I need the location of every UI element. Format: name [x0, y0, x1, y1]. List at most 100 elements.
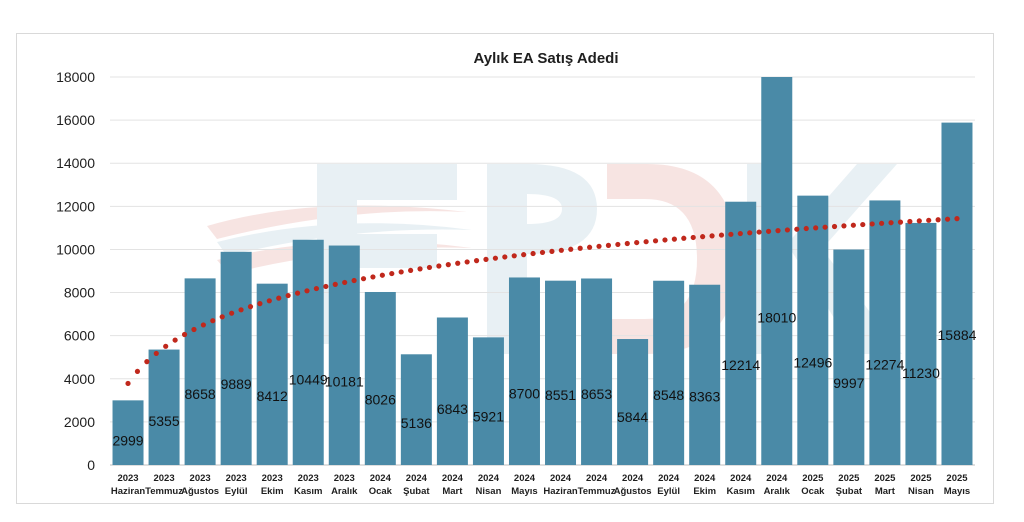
trend-dot	[860, 221, 866, 228]
trend-dot	[775, 228, 781, 234]
trend-dot	[765, 228, 772, 234]
trend-dot	[690, 234, 696, 241]
trend-dot	[737, 230, 743, 237]
trend-dot	[935, 217, 941, 223]
trend-dot	[408, 267, 414, 274]
x-tick-year: 2023	[226, 473, 247, 484]
trend-dot	[191, 326, 197, 333]
data-label: 5355	[148, 413, 179, 429]
data-label: 10449	[289, 371, 328, 387]
x-tick-year: 2024	[586, 473, 608, 484]
trend-dot	[643, 239, 649, 245]
gridlines	[110, 76, 975, 466]
y-tick-label: 12000	[56, 198, 95, 214]
data-label: 9997	[833, 375, 864, 391]
y-tick-label: 8000	[64, 285, 95, 301]
trend-dot	[247, 304, 254, 310]
trend-dot	[879, 220, 885, 226]
trend-dot	[276, 295, 282, 301]
x-tick-month: Eylül	[225, 486, 248, 497]
trend-dot	[803, 225, 809, 232]
x-tick-month: Ağustos	[181, 486, 219, 497]
bar	[869, 200, 901, 465]
bars	[112, 77, 973, 465]
trend-dot	[200, 322, 206, 328]
trend-dot	[709, 233, 715, 239]
trend-dot	[332, 281, 338, 287]
trend-dot	[831, 223, 838, 230]
trend-dot	[323, 283, 329, 290]
data-label: 2999	[112, 432, 143, 448]
trend-dot	[586, 244, 593, 250]
bar	[797, 195, 829, 465]
bar	[761, 77, 793, 465]
x-tick-month: Nisan	[908, 486, 934, 497]
x-tick-month: Temmuz	[145, 486, 183, 497]
trend-dot	[558, 247, 564, 253]
trend-dot	[294, 290, 301, 296]
trend-dot	[502, 254, 508, 260]
bar	[220, 251, 252, 465]
trend-dot	[389, 270, 395, 277]
data-label: 5921	[473, 409, 504, 425]
trend-dot	[455, 260, 461, 266]
x-tick-month: Ocak	[801, 486, 825, 497]
trend-dot	[426, 264, 433, 271]
bar	[364, 291, 396, 465]
trend-dot	[568, 246, 574, 252]
trend-dot	[257, 301, 263, 307]
trend-dot	[379, 272, 385, 278]
trend-dot	[747, 230, 753, 236]
trend-dot	[841, 223, 847, 229]
trend-dot	[464, 259, 470, 265]
data-label: 9889	[221, 376, 252, 392]
data-label: 6843	[437, 401, 468, 417]
trend-dot	[398, 269, 404, 275]
trend-dot	[417, 266, 423, 272]
y-tick-label: 6000	[64, 328, 95, 344]
trend-dot	[926, 217, 932, 223]
data-label: 8026	[365, 391, 396, 407]
x-tick-year: 2025	[802, 473, 824, 484]
trend-dot	[662, 237, 668, 243]
trend-dot	[681, 235, 687, 241]
x-tick-month: Ekim	[261, 486, 284, 497]
bar	[905, 222, 937, 465]
bar	[653, 280, 685, 465]
bar	[941, 122, 973, 465]
bar	[617, 339, 649, 465]
bar	[148, 349, 180, 465]
x-tick-month: Ocak	[369, 486, 393, 497]
bar	[545, 280, 577, 465]
x-tick-year: 2024	[766, 473, 788, 484]
data-label: 12214	[721, 357, 760, 373]
trend-dot	[172, 337, 178, 343]
trend-dot	[360, 276, 367, 282]
trend-dot	[794, 226, 800, 232]
x-tick-year: 2025	[946, 473, 968, 484]
trend-dot	[577, 245, 583, 251]
data-label: 8700	[509, 386, 540, 402]
trend-dot	[784, 227, 791, 233]
bar	[184, 278, 216, 465]
trend-dot	[944, 216, 951, 222]
trend-dot	[266, 298, 272, 304]
x-tick-year: 2024	[730, 473, 752, 484]
trend-dot	[728, 231, 734, 237]
bar	[112, 400, 144, 465]
trend-dot	[624, 240, 630, 247]
x-tick-year: 2023	[190, 473, 211, 484]
y-tick-label: 16000	[56, 112, 95, 128]
x-tick-month: Mayıs	[944, 486, 970, 497]
trend-dot	[342, 279, 348, 286]
trend-dot	[511, 253, 517, 259]
trend-dot	[238, 307, 244, 313]
data-label: 12496	[793, 355, 832, 371]
trend-dot	[850, 222, 856, 228]
x-tick-year: 2024	[694, 473, 716, 484]
trend-dot	[916, 218, 922, 224]
x-tick-month: Eylül	[657, 486, 680, 497]
trend-dot	[605, 242, 612, 248]
trend-dot	[210, 318, 216, 324]
